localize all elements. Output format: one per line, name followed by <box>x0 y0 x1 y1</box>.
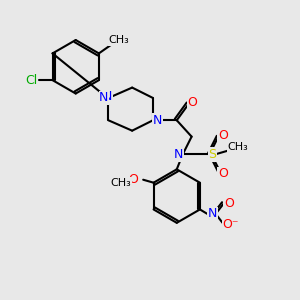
Text: O: O <box>187 96 197 109</box>
Text: CH₃: CH₃ <box>109 35 129 45</box>
Text: Cl: Cl <box>26 74 38 87</box>
Text: CH₃: CH₃ <box>227 142 248 152</box>
Text: N: N <box>99 92 109 104</box>
Text: O: O <box>224 197 234 210</box>
Text: S: S <box>208 148 216 161</box>
Text: N: N <box>103 90 112 103</box>
Text: O: O <box>218 167 228 180</box>
Text: O: O <box>218 129 228 142</box>
Text: N: N <box>208 207 218 220</box>
Text: N: N <box>153 114 162 127</box>
Text: O⁻: O⁻ <box>222 218 239 231</box>
Text: N: N <box>173 148 183 161</box>
Text: CH₃: CH₃ <box>110 178 131 188</box>
Text: O: O <box>128 173 138 186</box>
